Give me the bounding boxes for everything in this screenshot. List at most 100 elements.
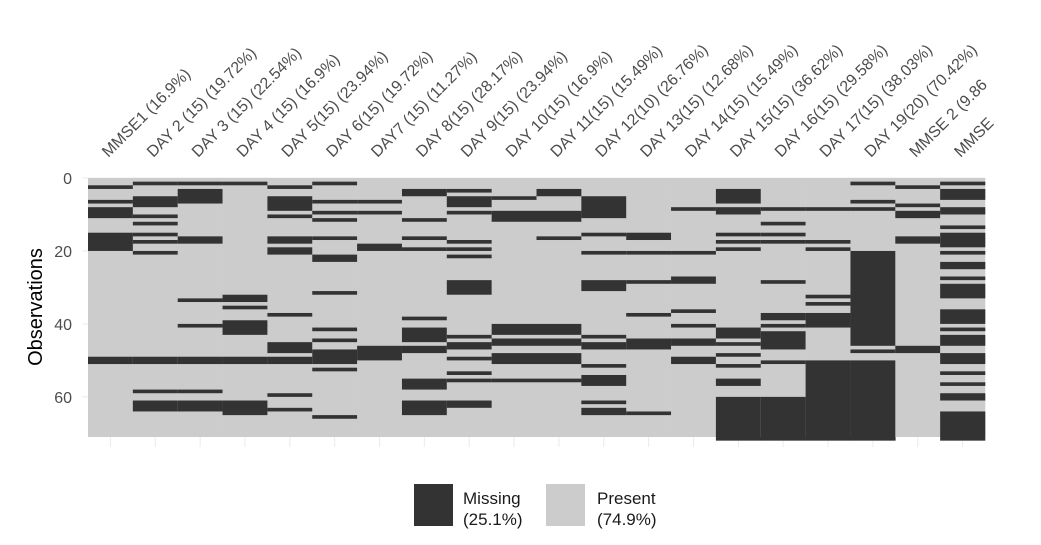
missing-block-15-3	[760, 240, 806, 244]
missing-block-0-3	[88, 232, 134, 251]
missing-block-14-0	[715, 188, 762, 204]
present-column-5	[312, 178, 358, 437]
missing-block-8-4	[446, 247, 492, 251]
missing-block-19-8	[940, 283, 986, 299]
missing-block-11-9	[581, 407, 627, 416]
missing-block-14-6	[715, 342, 762, 346]
heatmap-cells	[88, 178, 986, 441]
missing-block-10-3	[536, 323, 582, 335]
missing-block-4-0	[267, 185, 313, 189]
missing-block-8-8	[446, 342, 492, 350]
missing-block-3-5	[222, 400, 268, 416]
missing-block-19-9	[940, 309, 986, 324]
legend: Missing (25.1%) Present (74.9%)	[414, 484, 657, 529]
missing-block-19-15	[940, 393, 986, 401]
missing-block-14-1	[715, 207, 762, 215]
missing-block-8-10	[446, 371, 492, 375]
missing-block-8-0	[446, 188, 492, 193]
missing-block-19-2	[940, 207, 986, 215]
missing-block-1-7	[132, 356, 178, 365]
missing-block-17-1	[850, 199, 896, 204]
missing-block-19-14	[940, 382, 986, 386]
missing-block-12-5	[626, 411, 672, 416]
y-tick-label-1: 20	[54, 244, 72, 261]
missing-block-19-6	[940, 261, 986, 270]
missing-block-4-9	[267, 407, 313, 412]
missing-block-15-9	[760, 396, 806, 441]
y-axis-ticks: 0 20 40 60	[54, 171, 88, 407]
missing-block-4-6	[267, 342, 313, 354]
missing-block-5-0	[312, 181, 358, 186]
missing-block-15-7	[760, 331, 806, 350]
missing-block-9-0	[491, 196, 537, 200]
missing-block-11-1	[581, 232, 627, 237]
missing-block-5-1	[312, 199, 358, 204]
missing-block-2-3	[177, 298, 223, 303]
missing-block-18-4	[895, 345, 941, 354]
missing-block-6-3	[357, 345, 403, 361]
missing-block-16-6	[805, 360, 851, 441]
missing-block-15-2	[760, 232, 806, 237]
missing-block-10-6	[536, 378, 582, 383]
missing-block-11-0	[581, 196, 627, 219]
missing-block-2-0	[177, 181, 223, 186]
missing-block-4-1	[267, 196, 313, 211]
missing-block-2-6	[177, 389, 223, 394]
missing-block-9-3	[491, 338, 537, 346]
missing-block-15-5	[760, 312, 806, 321]
legend-label-missing: Missing	[463, 489, 521, 508]
missing-block-3-3	[222, 320, 268, 335]
y-tick-label-2: 40	[54, 317, 72, 334]
missing-block-5-6	[312, 291, 358, 295]
legend-swatch-present	[546, 484, 585, 526]
column-label-18: MMSE 2 (9.86	[907, 76, 991, 160]
legend-pct-present: (74.9%)	[597, 510, 657, 529]
missing-block-7-2	[401, 236, 448, 241]
missing-block-19-13	[940, 371, 986, 375]
missing-block-8-3	[446, 240, 492, 244]
missing-block-14-10	[715, 396, 762, 441]
missing-block-14-5	[715, 327, 762, 339]
missing-block-15-8	[760, 360, 806, 365]
missing-block-9-2	[491, 323, 537, 335]
missing-block-16-5	[805, 312, 851, 328]
missing-block-8-7	[446, 334, 492, 339]
missing-block-19-3	[940, 225, 986, 230]
missing-block-1-5	[132, 240, 178, 244]
present-column-6	[357, 178, 403, 437]
missing-block-17-0	[850, 181, 896, 186]
missing-block-1-8	[132, 389, 178, 394]
missing-block-7-7	[401, 378, 448, 390]
missing-block-1-4	[132, 232, 178, 237]
missing-block-8-1	[446, 196, 492, 208]
missing-block-17-5	[850, 360, 896, 441]
missing-block-12-1	[626, 250, 672, 255]
missing-block-3-4	[222, 356, 268, 365]
missing-block-7-4	[401, 316, 448, 321]
missing-block-12-2	[626, 280, 672, 284]
missing-block-16-0	[805, 207, 851, 211]
missing-block-6-2	[357, 243, 403, 251]
missing-block-17-4	[850, 349, 896, 354]
missing-block-5-10	[312, 367, 358, 372]
missing-block-12-3	[626, 312, 672, 317]
missing-block-6-0	[357, 199, 403, 204]
missing-block-1-2	[132, 214, 178, 219]
missing-block-19-0	[940, 181, 986, 186]
missing-block-4-4	[267, 247, 313, 255]
missing-block-16-3	[805, 294, 851, 299]
missing-block-7-5	[401, 327, 448, 343]
missing-block-3-1	[222, 294, 268, 303]
missing-block-4-8	[267, 393, 313, 397]
missing-block-19-12	[940, 353, 986, 365]
missing-block-18-1	[895, 203, 941, 208]
missing-block-2-2	[177, 236, 223, 244]
missing-block-7-0	[401, 188, 448, 197]
missing-block-13-0	[671, 207, 717, 211]
missing-block-13-1	[671, 250, 717, 255]
present-column-7	[401, 178, 448, 437]
missing-block-8-5	[446, 254, 492, 259]
missing-block-18-0	[895, 185, 941, 189]
missing-block-14-7	[715, 353, 762, 357]
